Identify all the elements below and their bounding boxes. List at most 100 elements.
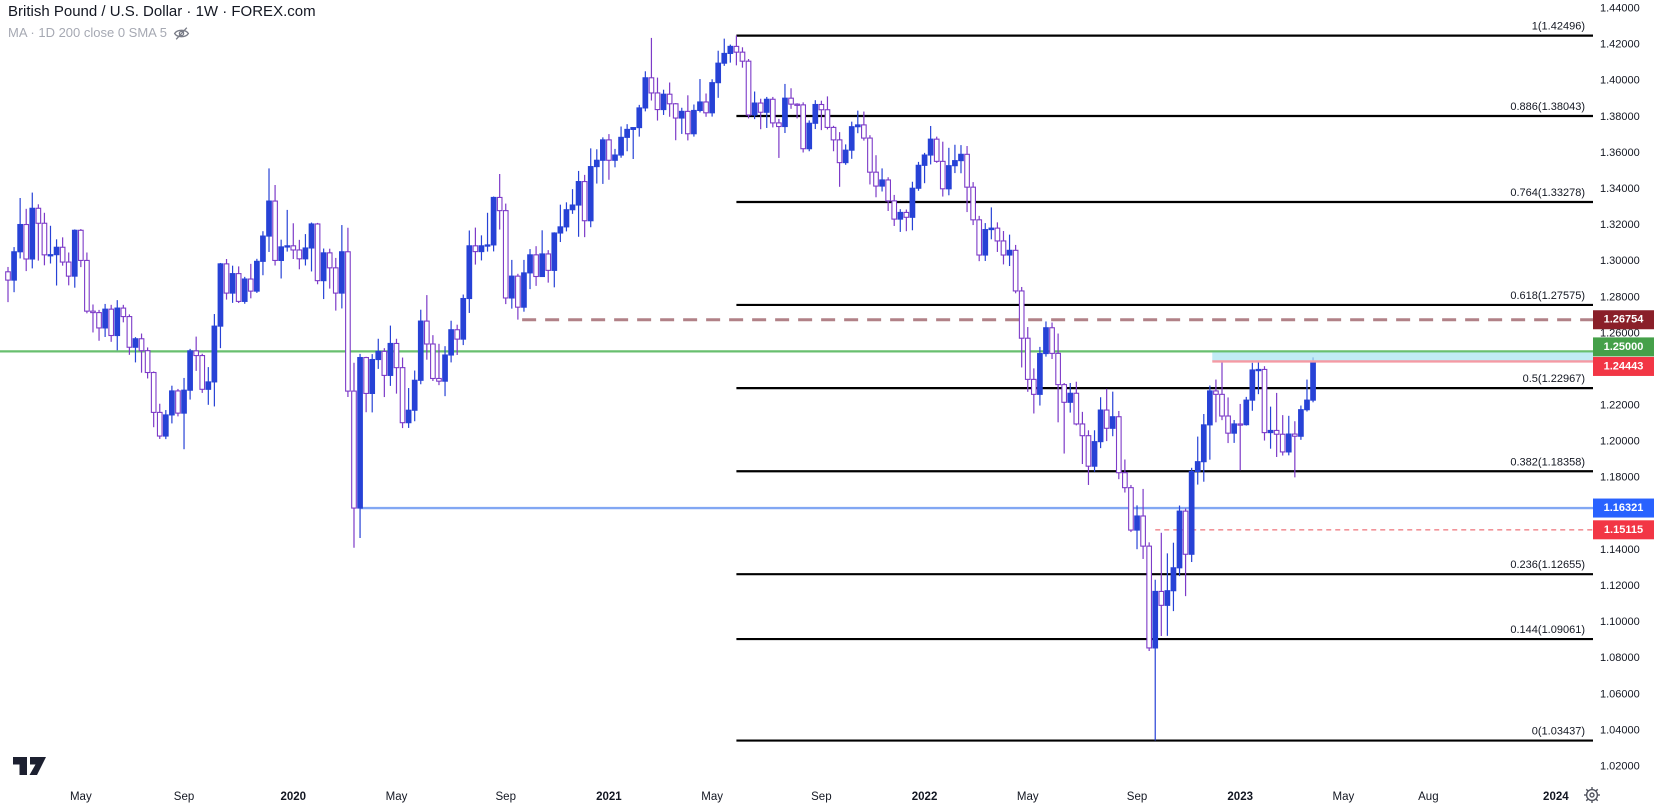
candle-up xyxy=(727,44,734,63)
candle-down xyxy=(933,136,940,163)
candle-down xyxy=(314,222,321,285)
eye-off-icon[interactable] xyxy=(173,25,190,42)
candle-up xyxy=(630,127,637,160)
price-tick-label: 1.20000 xyxy=(1600,436,1640,448)
candles xyxy=(5,35,1316,741)
candle-up xyxy=(618,126,624,158)
candle-up xyxy=(1255,360,1262,395)
candle-up xyxy=(1231,419,1237,443)
date-label: Sep xyxy=(1127,791,1147,803)
price-tick-label: 1.26000 xyxy=(1600,327,1640,339)
candle-down xyxy=(1273,392,1280,457)
settings-icon[interactable] xyxy=(1583,786,1601,804)
candle-down xyxy=(976,215,983,262)
candle-down xyxy=(156,403,163,439)
candle-up xyxy=(132,337,139,363)
current-price-line-1-24443-axis-label xyxy=(1593,356,1654,376)
price-tick-label: 1.44000 xyxy=(1600,2,1640,14)
candle-down xyxy=(1213,379,1219,423)
candle-down xyxy=(873,155,879,198)
candle-up xyxy=(466,230,473,313)
candle-up xyxy=(569,189,576,214)
candle-down xyxy=(351,362,357,548)
candle-up xyxy=(484,212,491,252)
candle-up xyxy=(508,259,515,309)
candle-down xyxy=(745,59,752,119)
candle-up xyxy=(624,124,630,152)
candle-down xyxy=(903,209,910,232)
candle-down xyxy=(120,304,127,323)
candle-down xyxy=(1146,542,1153,651)
candle-down xyxy=(399,357,406,429)
candle-down xyxy=(672,103,679,141)
candle-up xyxy=(1006,234,1013,267)
date-label: 2023 xyxy=(1227,791,1253,803)
candle-down xyxy=(788,88,794,109)
candle-up xyxy=(169,385,175,424)
candle-down xyxy=(35,204,42,261)
current-price-line-1-24443-axis-label-text: 1.24443 xyxy=(1604,360,1644,372)
candle-up xyxy=(47,225,54,264)
candle-down xyxy=(138,333,145,373)
price-tick-label: 1.30000 xyxy=(1600,255,1640,267)
candle-up xyxy=(1304,379,1310,412)
candle-down xyxy=(193,336,200,371)
price-tick-label: 1.14000 xyxy=(1600,544,1640,556)
candle-up xyxy=(102,303,108,337)
candle-up xyxy=(763,96,770,128)
candle-up xyxy=(1091,430,1098,472)
price-tick-label: 1.40000 xyxy=(1600,75,1640,87)
candle-up xyxy=(338,225,345,309)
tradingview-logo[interactable] xyxy=(12,754,58,777)
price-tick-label: 1.18000 xyxy=(1600,472,1640,484)
candle-down xyxy=(1085,430,1092,485)
candle-down xyxy=(1182,508,1189,597)
candle-up xyxy=(1200,414,1207,482)
candle-up xyxy=(557,204,564,243)
candle-up xyxy=(897,209,904,232)
candle-down xyxy=(733,35,740,66)
supply-zone-1-24443-1-25000[interactable] xyxy=(1212,352,1593,362)
candle-down xyxy=(430,335,436,381)
price-tick-label: 1.12000 xyxy=(1600,580,1640,592)
candle-up xyxy=(988,207,995,240)
candle-down xyxy=(1061,382,1068,454)
candle-down xyxy=(1128,484,1134,533)
candle-up xyxy=(266,168,272,252)
candle-up xyxy=(490,196,497,252)
candle-down xyxy=(606,134,612,180)
candle-up xyxy=(879,168,885,192)
candle-up xyxy=(1310,357,1316,403)
candle-up xyxy=(1298,405,1304,440)
candle-up xyxy=(521,259,527,312)
fib-level-label: 0.382(1.18358) xyxy=(1510,456,1585,468)
candle-down xyxy=(326,248,333,289)
candle-down xyxy=(1049,322,1055,359)
indicator-label[interactable]: MA · 1D 200 close 0 SMA 5 xyxy=(8,25,167,41)
symbol-title[interactable]: British Pound / U.S. Dollar · 1W · FOREX… xyxy=(8,3,316,20)
candle-down xyxy=(1237,403,1244,471)
price-tick-label: 1.36000 xyxy=(1600,147,1640,159)
candle-down xyxy=(199,353,206,393)
candle-down xyxy=(861,111,867,141)
candle-down xyxy=(5,266,11,303)
candle-up xyxy=(691,104,697,137)
candle-up xyxy=(205,367,212,405)
candle-up xyxy=(11,247,17,293)
candle-up xyxy=(1109,391,1116,437)
fib-level-label: 0.236(1.12655) xyxy=(1510,559,1585,571)
candle-down xyxy=(96,309,102,341)
date-label: Sep xyxy=(174,791,194,803)
candle-down xyxy=(332,257,339,311)
candle-up xyxy=(211,314,218,407)
candle-down xyxy=(654,77,661,121)
candle-up xyxy=(478,235,485,261)
candle-up xyxy=(217,262,224,349)
date-label: May xyxy=(386,791,408,803)
candle-up xyxy=(1176,505,1183,577)
candle-up xyxy=(642,71,649,112)
candle-down xyxy=(1261,366,1268,441)
price-tick-label: 1.34000 xyxy=(1600,183,1640,195)
